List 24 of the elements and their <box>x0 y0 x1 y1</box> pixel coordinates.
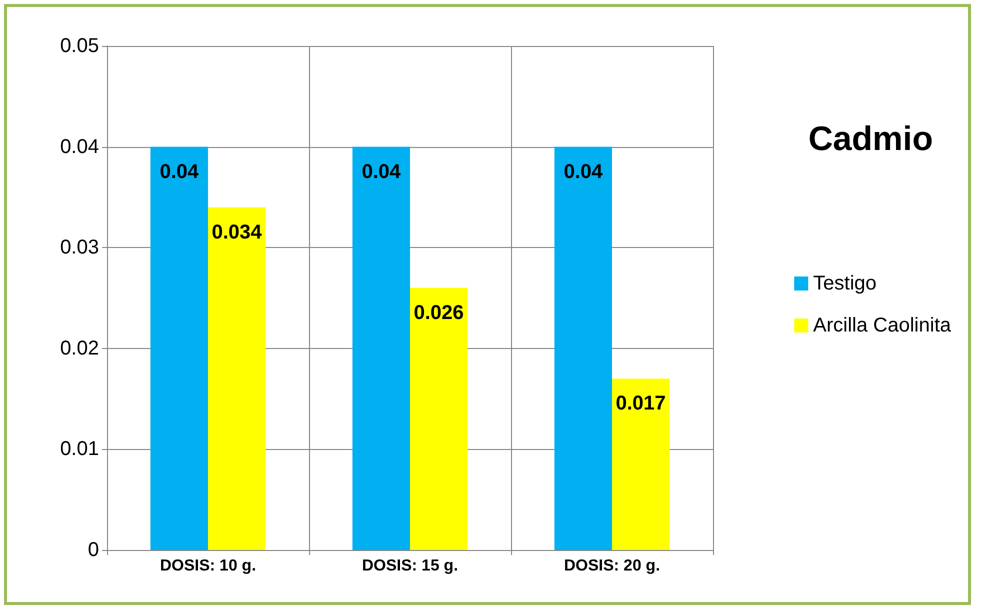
data-label: 0.04 <box>362 160 402 183</box>
y-tick-label: 0.02 <box>60 337 99 360</box>
y-tick-label: 0.05 <box>60 35 99 57</box>
bar <box>612 378 670 550</box>
bar <box>410 288 468 550</box>
x-tick-label: DOSIS: 10 g. <box>160 558 256 574</box>
data-label: 0.04 <box>564 160 604 183</box>
x-tick-label: DOSIS: 15 g. <box>362 558 458 574</box>
bar <box>554 146 612 550</box>
data-label: 0.026 <box>414 302 464 324</box>
bar <box>208 207 266 550</box>
y-tick-label: 0.04 <box>60 136 99 158</box>
y-tick-label: 0 <box>88 539 99 561</box>
legend-label: Arcilla Caolinita <box>813 314 952 336</box>
data-label: 0.034 <box>212 221 263 244</box>
data-label: 0.017 <box>616 392 666 415</box>
y-tick-label: 0.01 <box>60 438 99 460</box>
bar <box>352 146 410 550</box>
legend-label: Testigo <box>813 272 877 294</box>
x-tick-label: DOSIS: 20 g. <box>564 558 660 574</box>
y-tick-label: 0.03 <box>60 236 99 259</box>
text: Cadmio <box>808 120 934 158</box>
bar <box>150 146 208 550</box>
data-label: 0.04 <box>160 160 200 183</box>
